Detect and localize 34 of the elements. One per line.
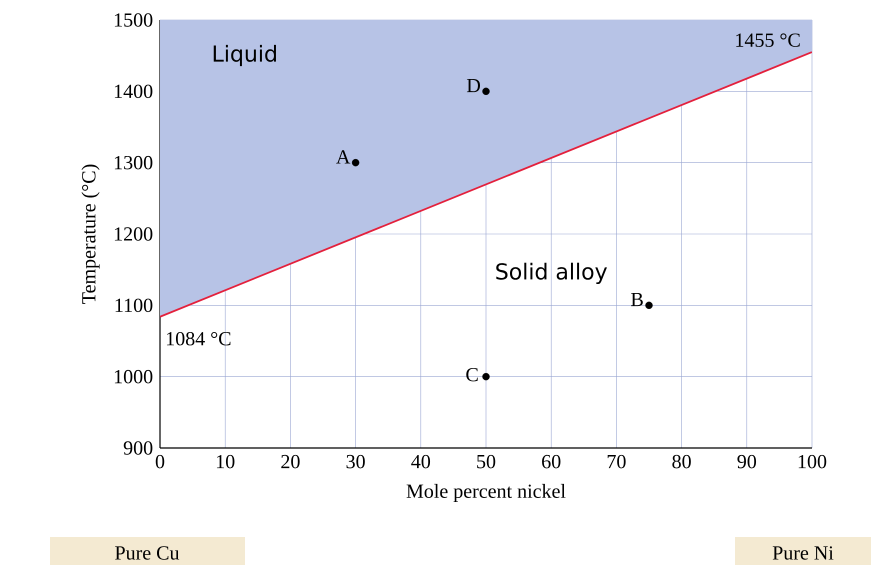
x-tick-label: 70	[608, 454, 626, 468]
y-tick-label: 1400	[114, 84, 152, 98]
y-tick-label: 1000	[114, 370, 152, 384]
y-tick-label: 1100	[116, 298, 152, 312]
x-tick-label: 40	[411, 454, 430, 468]
y-tick-label: 900	[124, 441, 152, 455]
annotation: Solid alloy	[496, 262, 607, 284]
x-tick-label: 90	[737, 454, 756, 468]
point	[482, 372, 490, 380]
annotation: 1455 °C	[736, 33, 800, 47]
x-tick-label: 20	[281, 454, 300, 468]
point	[482, 87, 490, 95]
y-tick-label: 1300	[114, 156, 152, 170]
x-tick-label: 10	[216, 454, 234, 468]
x-tick-label: 0	[156, 454, 164, 468]
y-tick-label: 1500	[114, 13, 152, 27]
x-tick-label: 100	[798, 454, 826, 468]
annotation: C	[466, 368, 478, 382]
annotation: A	[336, 150, 350, 164]
x-tick-label: 50	[477, 454, 496, 468]
x-axis-title: Mole percent nickel	[406, 484, 566, 502]
text: Pure Cu	[115, 546, 180, 560]
point	[352, 158, 360, 166]
point	[645, 301, 653, 309]
x-tick-label: 80	[672, 454, 691, 468]
annotation: B	[631, 292, 643, 306]
annotation: 1084 °C	[166, 332, 230, 346]
annotation: D	[466, 78, 480, 92]
annotation: Liquid	[214, 44, 276, 66]
y-tick-label: 1200	[114, 227, 152, 241]
x-tick-label: 30	[346, 454, 365, 468]
text: Pure Ni	[772, 546, 834, 560]
x-tick-label: 60	[542, 454, 560, 468]
y-axis-title: Temperature (°C)	[81, 164, 100, 304]
